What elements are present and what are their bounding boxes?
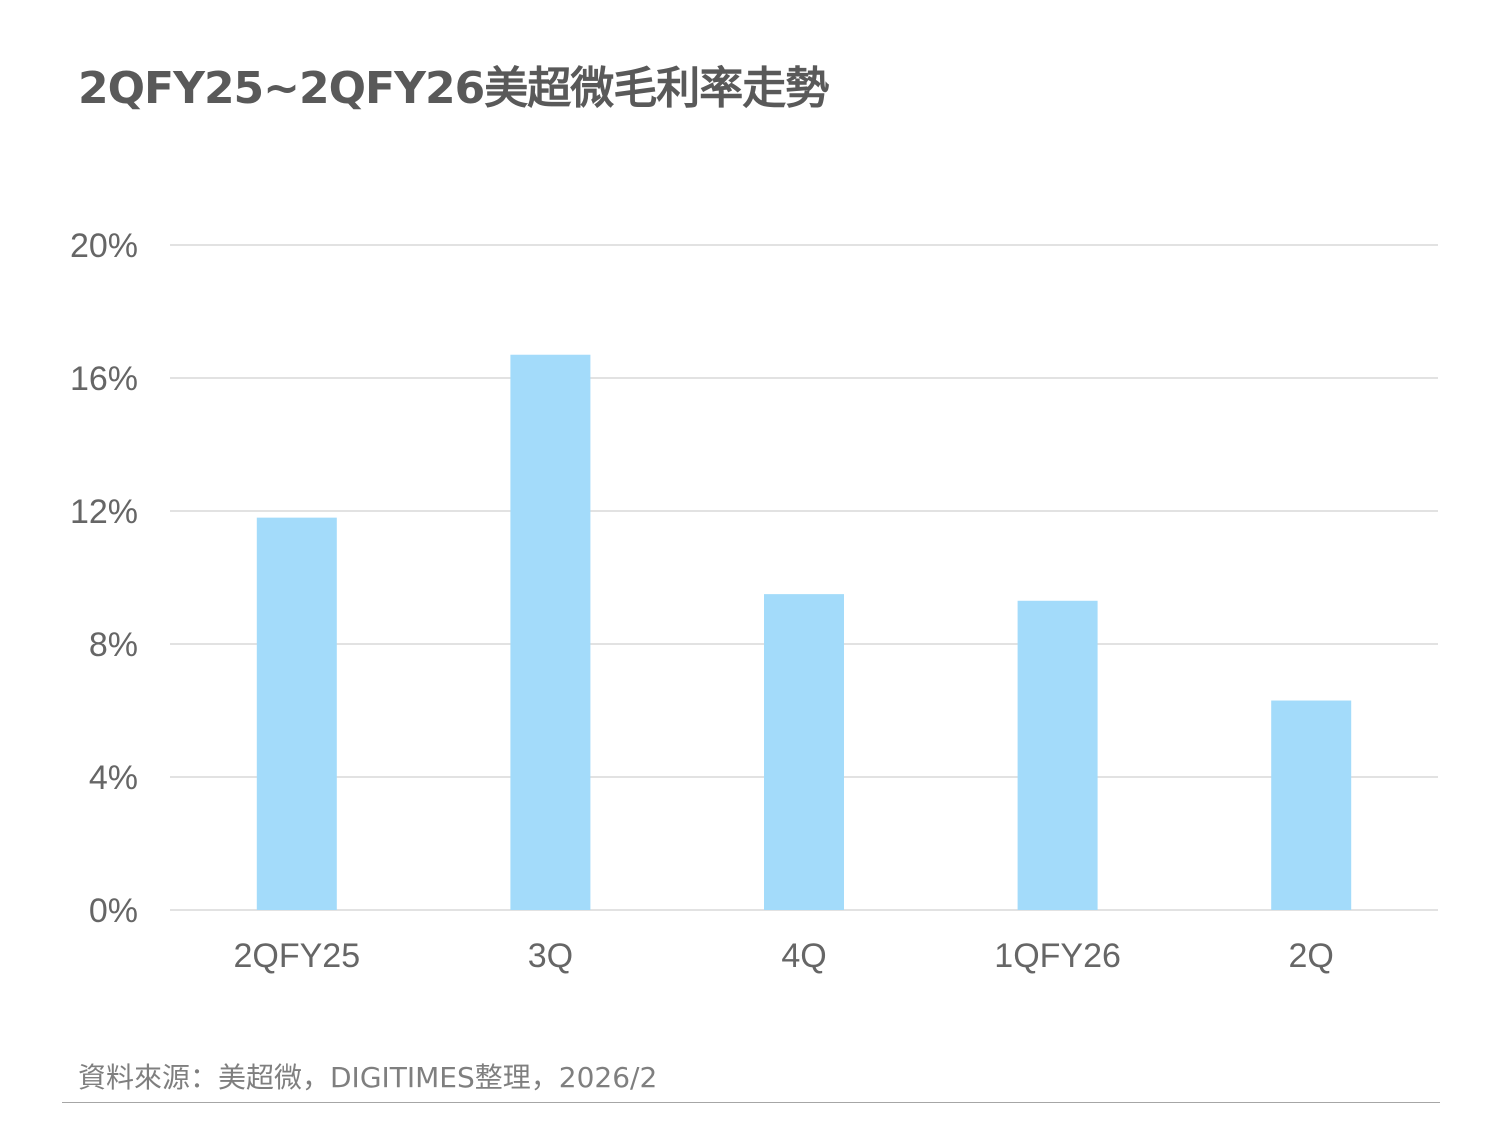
bar-1QFY26	[1017, 600, 1098, 910]
x-tick-label: 1QFY26	[994, 937, 1121, 975]
bar-3Q	[510, 354, 591, 911]
bottom-divider	[62, 1102, 1440, 1103]
y-tick-label: 12%	[70, 493, 138, 531]
bar-2Q	[1271, 700, 1352, 910]
y-tick-label: 20%	[70, 227, 138, 265]
x-tick-label: 4Q	[781, 937, 826, 975]
bar-2QFY25	[256, 517, 337, 910]
y-tick-label: 16%	[70, 360, 138, 398]
source-note: 資料來源：美超微，DIGITIMES整理，2026/2	[78, 1061, 658, 1094]
y-tick-label: 0%	[89, 892, 138, 930]
x-tick-label: 3Q	[528, 937, 573, 975]
x-tick-label: 2QFY25	[233, 937, 360, 975]
y-tick-label: 8%	[89, 626, 138, 664]
chart-title: 2QFY25~2QFY26美超微毛利率走勢	[78, 63, 829, 114]
y-tick-label: 4%	[89, 759, 138, 797]
x-tick-label: 2Q	[1289, 937, 1334, 975]
bar-4Q	[764, 594, 844, 910]
